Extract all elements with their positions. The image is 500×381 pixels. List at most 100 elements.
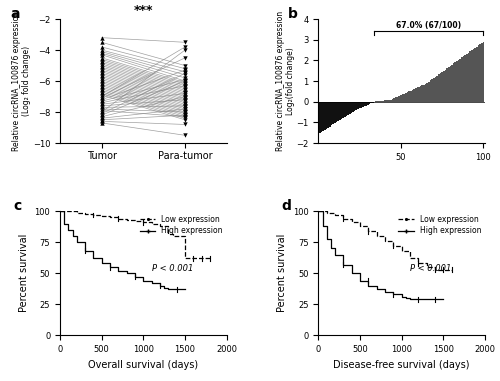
Bar bbox=[349, 102, 350, 114]
Point bbox=[181, 117, 189, 123]
Bar bbox=[382, 101, 384, 102]
Point bbox=[181, 122, 189, 128]
Point bbox=[181, 55, 189, 61]
Bar bbox=[471, 50, 472, 102]
Bar bbox=[395, 98, 396, 102]
Bar bbox=[453, 64, 454, 102]
Point bbox=[98, 117, 106, 123]
Point bbox=[98, 86, 106, 92]
Point bbox=[181, 101, 189, 107]
Bar bbox=[357, 102, 359, 109]
Point bbox=[98, 95, 106, 101]
Point bbox=[181, 81, 189, 87]
Point bbox=[98, 81, 106, 87]
Point bbox=[181, 47, 189, 53]
Point bbox=[98, 109, 106, 115]
Point bbox=[181, 107, 189, 114]
Point bbox=[98, 44, 106, 50]
Point bbox=[98, 110, 106, 117]
Bar bbox=[404, 94, 405, 102]
Bar bbox=[340, 102, 342, 119]
Bar bbox=[466, 54, 468, 102]
Point bbox=[98, 114, 106, 120]
Bar bbox=[434, 77, 436, 102]
Bar bbox=[476, 46, 478, 102]
Bar bbox=[319, 102, 321, 133]
Point bbox=[181, 110, 189, 117]
Point bbox=[181, 92, 189, 98]
Bar bbox=[338, 102, 339, 122]
Bar bbox=[474, 48, 476, 102]
Bar bbox=[446, 68, 448, 102]
Point bbox=[98, 39, 106, 45]
Point bbox=[98, 80, 106, 86]
Bar bbox=[322, 102, 324, 131]
Point bbox=[181, 75, 189, 81]
Bar bbox=[430, 80, 432, 102]
Bar bbox=[478, 45, 479, 102]
Bar bbox=[426, 83, 428, 102]
Bar bbox=[334, 102, 336, 123]
Point bbox=[181, 78, 189, 84]
Bar bbox=[330, 102, 332, 125]
Point bbox=[98, 61, 106, 67]
Point bbox=[181, 66, 189, 72]
Point bbox=[98, 118, 106, 125]
Bar bbox=[362, 102, 364, 107]
Bar bbox=[410, 91, 412, 102]
Bar bbox=[329, 102, 330, 126]
Bar bbox=[378, 101, 380, 102]
Text: P < 0.001: P < 0.001 bbox=[152, 264, 193, 273]
Bar bbox=[416, 88, 418, 102]
Bar bbox=[454, 62, 456, 102]
Bar bbox=[482, 42, 484, 102]
Point bbox=[98, 104, 106, 110]
Bar bbox=[326, 102, 328, 129]
Bar bbox=[412, 90, 413, 102]
Bar bbox=[350, 102, 352, 113]
Bar bbox=[464, 55, 466, 102]
Point bbox=[181, 104, 189, 110]
Y-axis label: Relative circRNA_100876 expression
(Log₂ fold change): Relative circRNA_100876 expression (Log₂… bbox=[12, 11, 32, 151]
Point bbox=[181, 80, 189, 86]
Point bbox=[98, 56, 106, 62]
Bar bbox=[436, 75, 438, 102]
Bar bbox=[356, 102, 357, 110]
Bar bbox=[438, 74, 440, 102]
Point bbox=[181, 89, 189, 95]
Bar bbox=[360, 102, 362, 108]
Point bbox=[181, 70, 189, 76]
Point bbox=[98, 77, 106, 83]
Point bbox=[98, 75, 106, 81]
Bar bbox=[394, 98, 395, 102]
Point bbox=[98, 83, 106, 89]
Point bbox=[98, 50, 106, 56]
Point bbox=[181, 72, 189, 78]
Bar bbox=[456, 61, 458, 102]
Bar bbox=[380, 101, 382, 102]
Bar bbox=[461, 58, 462, 102]
X-axis label: Overall survival (days): Overall survival (days) bbox=[88, 360, 198, 370]
Bar bbox=[405, 93, 406, 102]
Text: ***: *** bbox=[134, 3, 153, 16]
Point bbox=[98, 35, 106, 41]
Bar bbox=[428, 82, 430, 102]
Point bbox=[98, 101, 106, 107]
Bar bbox=[433, 78, 434, 102]
Point bbox=[98, 106, 106, 112]
Point bbox=[98, 107, 106, 114]
Point bbox=[181, 106, 189, 112]
Point bbox=[181, 114, 189, 120]
Point bbox=[181, 97, 189, 103]
Bar bbox=[377, 101, 378, 102]
Bar bbox=[448, 67, 450, 102]
Point bbox=[181, 86, 189, 92]
Bar bbox=[354, 102, 356, 111]
Point bbox=[181, 44, 189, 50]
Bar bbox=[346, 102, 347, 116]
Point bbox=[181, 103, 189, 109]
Bar bbox=[470, 51, 471, 102]
Point bbox=[98, 67, 106, 73]
Point bbox=[98, 78, 106, 84]
Bar bbox=[359, 102, 360, 108]
